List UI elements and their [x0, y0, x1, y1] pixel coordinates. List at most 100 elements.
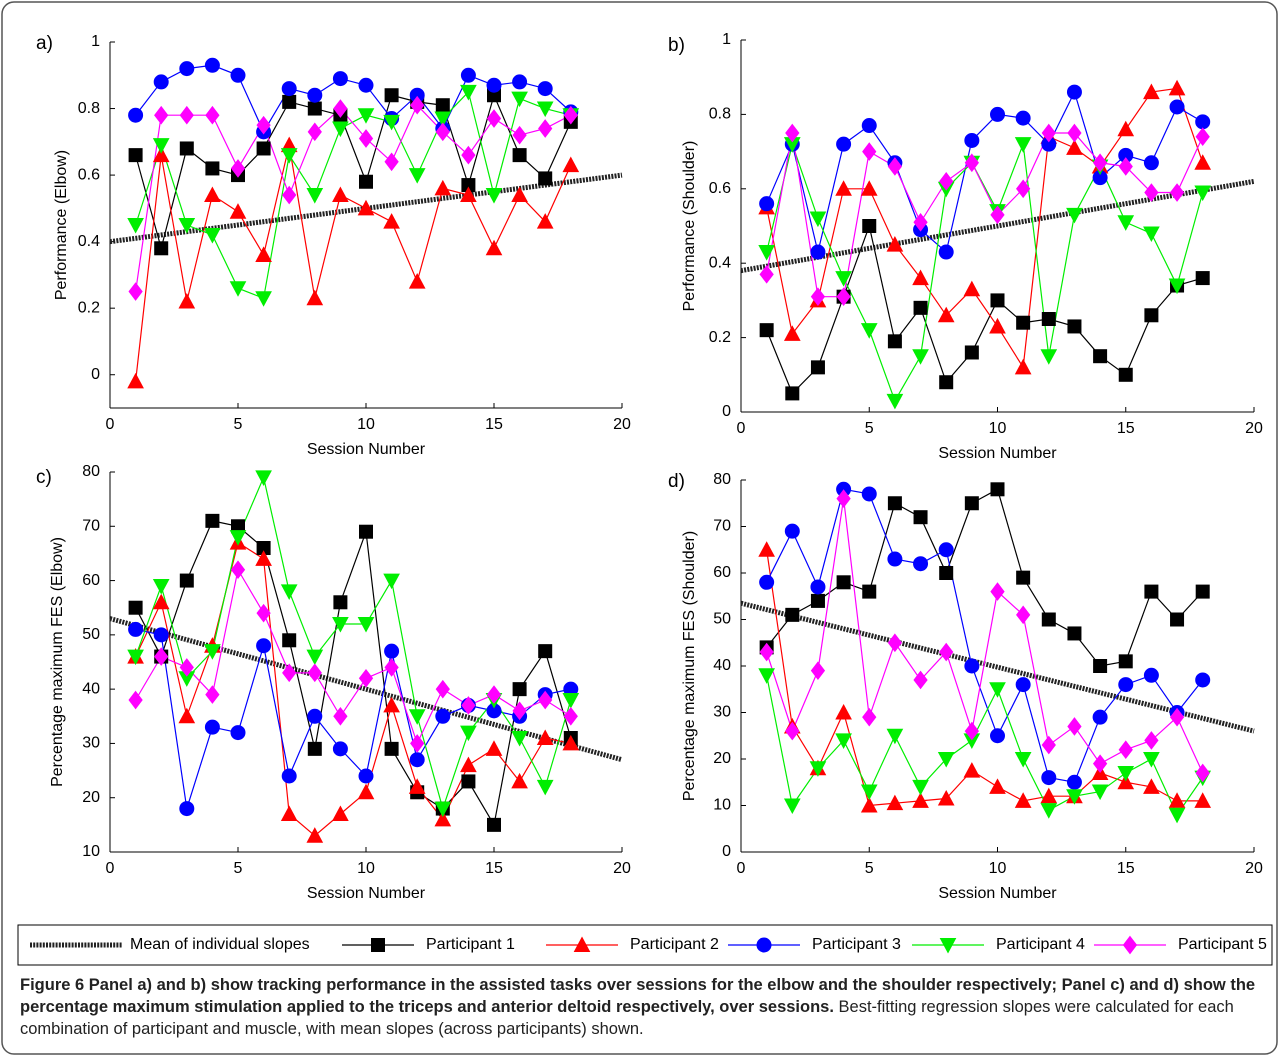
series-line	[766, 142, 1204, 403]
data-point	[384, 643, 400, 659]
data-point	[282, 633, 297, 648]
data-point	[1015, 110, 1031, 126]
data-point	[512, 125, 527, 145]
data-point	[836, 287, 851, 307]
y-tick-label: 0	[722, 403, 731, 420]
data-point	[1170, 612, 1185, 627]
legend-label: Participant 2	[630, 936, 719, 953]
data-point	[359, 174, 373, 189]
data-point	[512, 74, 528, 90]
data-point	[256, 638, 272, 654]
data-point	[1014, 137, 1032, 153]
trend-line	[740, 178, 1255, 274]
data-point	[785, 721, 800, 741]
data-point	[1118, 740, 1133, 760]
data-point	[1016, 179, 1031, 199]
data-point	[282, 663, 297, 683]
y-tick-label: 0	[722, 843, 731, 860]
legend-marker	[756, 937, 772, 953]
data-point	[357, 617, 375, 633]
data-point	[1195, 127, 1210, 147]
y-axis-label: Percentage maximum FES (Elbow)	[49, 537, 66, 787]
data-point	[937, 306, 955, 323]
data-point	[939, 566, 954, 580]
data-point	[785, 123, 800, 143]
data-point	[1169, 183, 1185, 202]
data-point	[1118, 677, 1134, 693]
data-point	[1194, 792, 1212, 808]
data-point	[964, 132, 980, 148]
data-point	[562, 693, 580, 709]
data-point	[485, 188, 503, 204]
data-point	[486, 77, 502, 93]
data-point	[939, 172, 954, 191]
data-point	[862, 707, 877, 727]
x-tick-label: 10	[989, 860, 1007, 877]
data-point	[154, 241, 169, 256]
data-point	[128, 282, 143, 301]
data-point	[306, 289, 324, 306]
y-tick-label: 80	[713, 471, 731, 488]
data-point	[1091, 784, 1109, 801]
y-tick-label: 50	[713, 611, 731, 628]
data-point	[887, 334, 902, 349]
data-point	[938, 244, 954, 260]
data-point	[128, 621, 144, 637]
data-point	[963, 762, 981, 778]
data-point	[333, 595, 348, 610]
y-tick-label: 0.2	[78, 299, 100, 316]
data-point	[127, 649, 144, 666]
data-point	[835, 703, 852, 720]
data-point	[1143, 155, 1159, 171]
data-point	[563, 706, 578, 726]
data-point	[1016, 605, 1031, 625]
x-tick-label: 15	[1117, 860, 1135, 877]
data-point	[937, 789, 955, 806]
data-point	[358, 668, 374, 688]
data-point	[1144, 731, 1159, 750]
data-point	[332, 186, 349, 203]
data-point	[460, 756, 477, 773]
x-tick-label: 20	[613, 416, 631, 433]
data-point	[434, 111, 452, 128]
data-point	[229, 203, 247, 219]
data-point	[1016, 315, 1031, 330]
data-point	[1195, 672, 1211, 688]
data-point	[1015, 677, 1031, 693]
data-point	[511, 772, 528, 789]
x-tick-label: 0	[106, 416, 115, 433]
data-point	[307, 708, 323, 724]
data-point	[255, 470, 272, 486]
y-tick-label: 10	[713, 797, 731, 814]
x-tick-label: 5	[865, 420, 874, 437]
data-point	[256, 115, 271, 135]
data-point	[1093, 659, 1108, 673]
data-point	[1169, 99, 1185, 115]
data-point	[204, 186, 221, 203]
data-point	[836, 489, 851, 508]
data-point	[280, 148, 298, 164]
data-point	[408, 709, 426, 725]
data-point	[512, 701, 527, 721]
legend-marker	[1122, 935, 1138, 955]
data-point	[178, 292, 196, 309]
data-point	[152, 146, 170, 163]
data-point	[862, 584, 877, 599]
series-line	[766, 498, 1204, 774]
data-point	[460, 186, 477, 203]
data-point	[204, 57, 220, 73]
trend-line	[740, 600, 1255, 734]
series-line	[766, 223, 1203, 395]
data-point	[1194, 185, 1212, 202]
data-point	[862, 219, 877, 233]
x-axis-label: Session Number	[938, 885, 1057, 902]
data-point	[332, 805, 349, 821]
data-point	[127, 372, 144, 389]
y-tick-label: 40	[82, 680, 100, 697]
series-line	[766, 132, 1204, 298]
data-point	[512, 682, 527, 697]
data-point	[810, 244, 826, 260]
data-point	[408, 778, 426, 794]
